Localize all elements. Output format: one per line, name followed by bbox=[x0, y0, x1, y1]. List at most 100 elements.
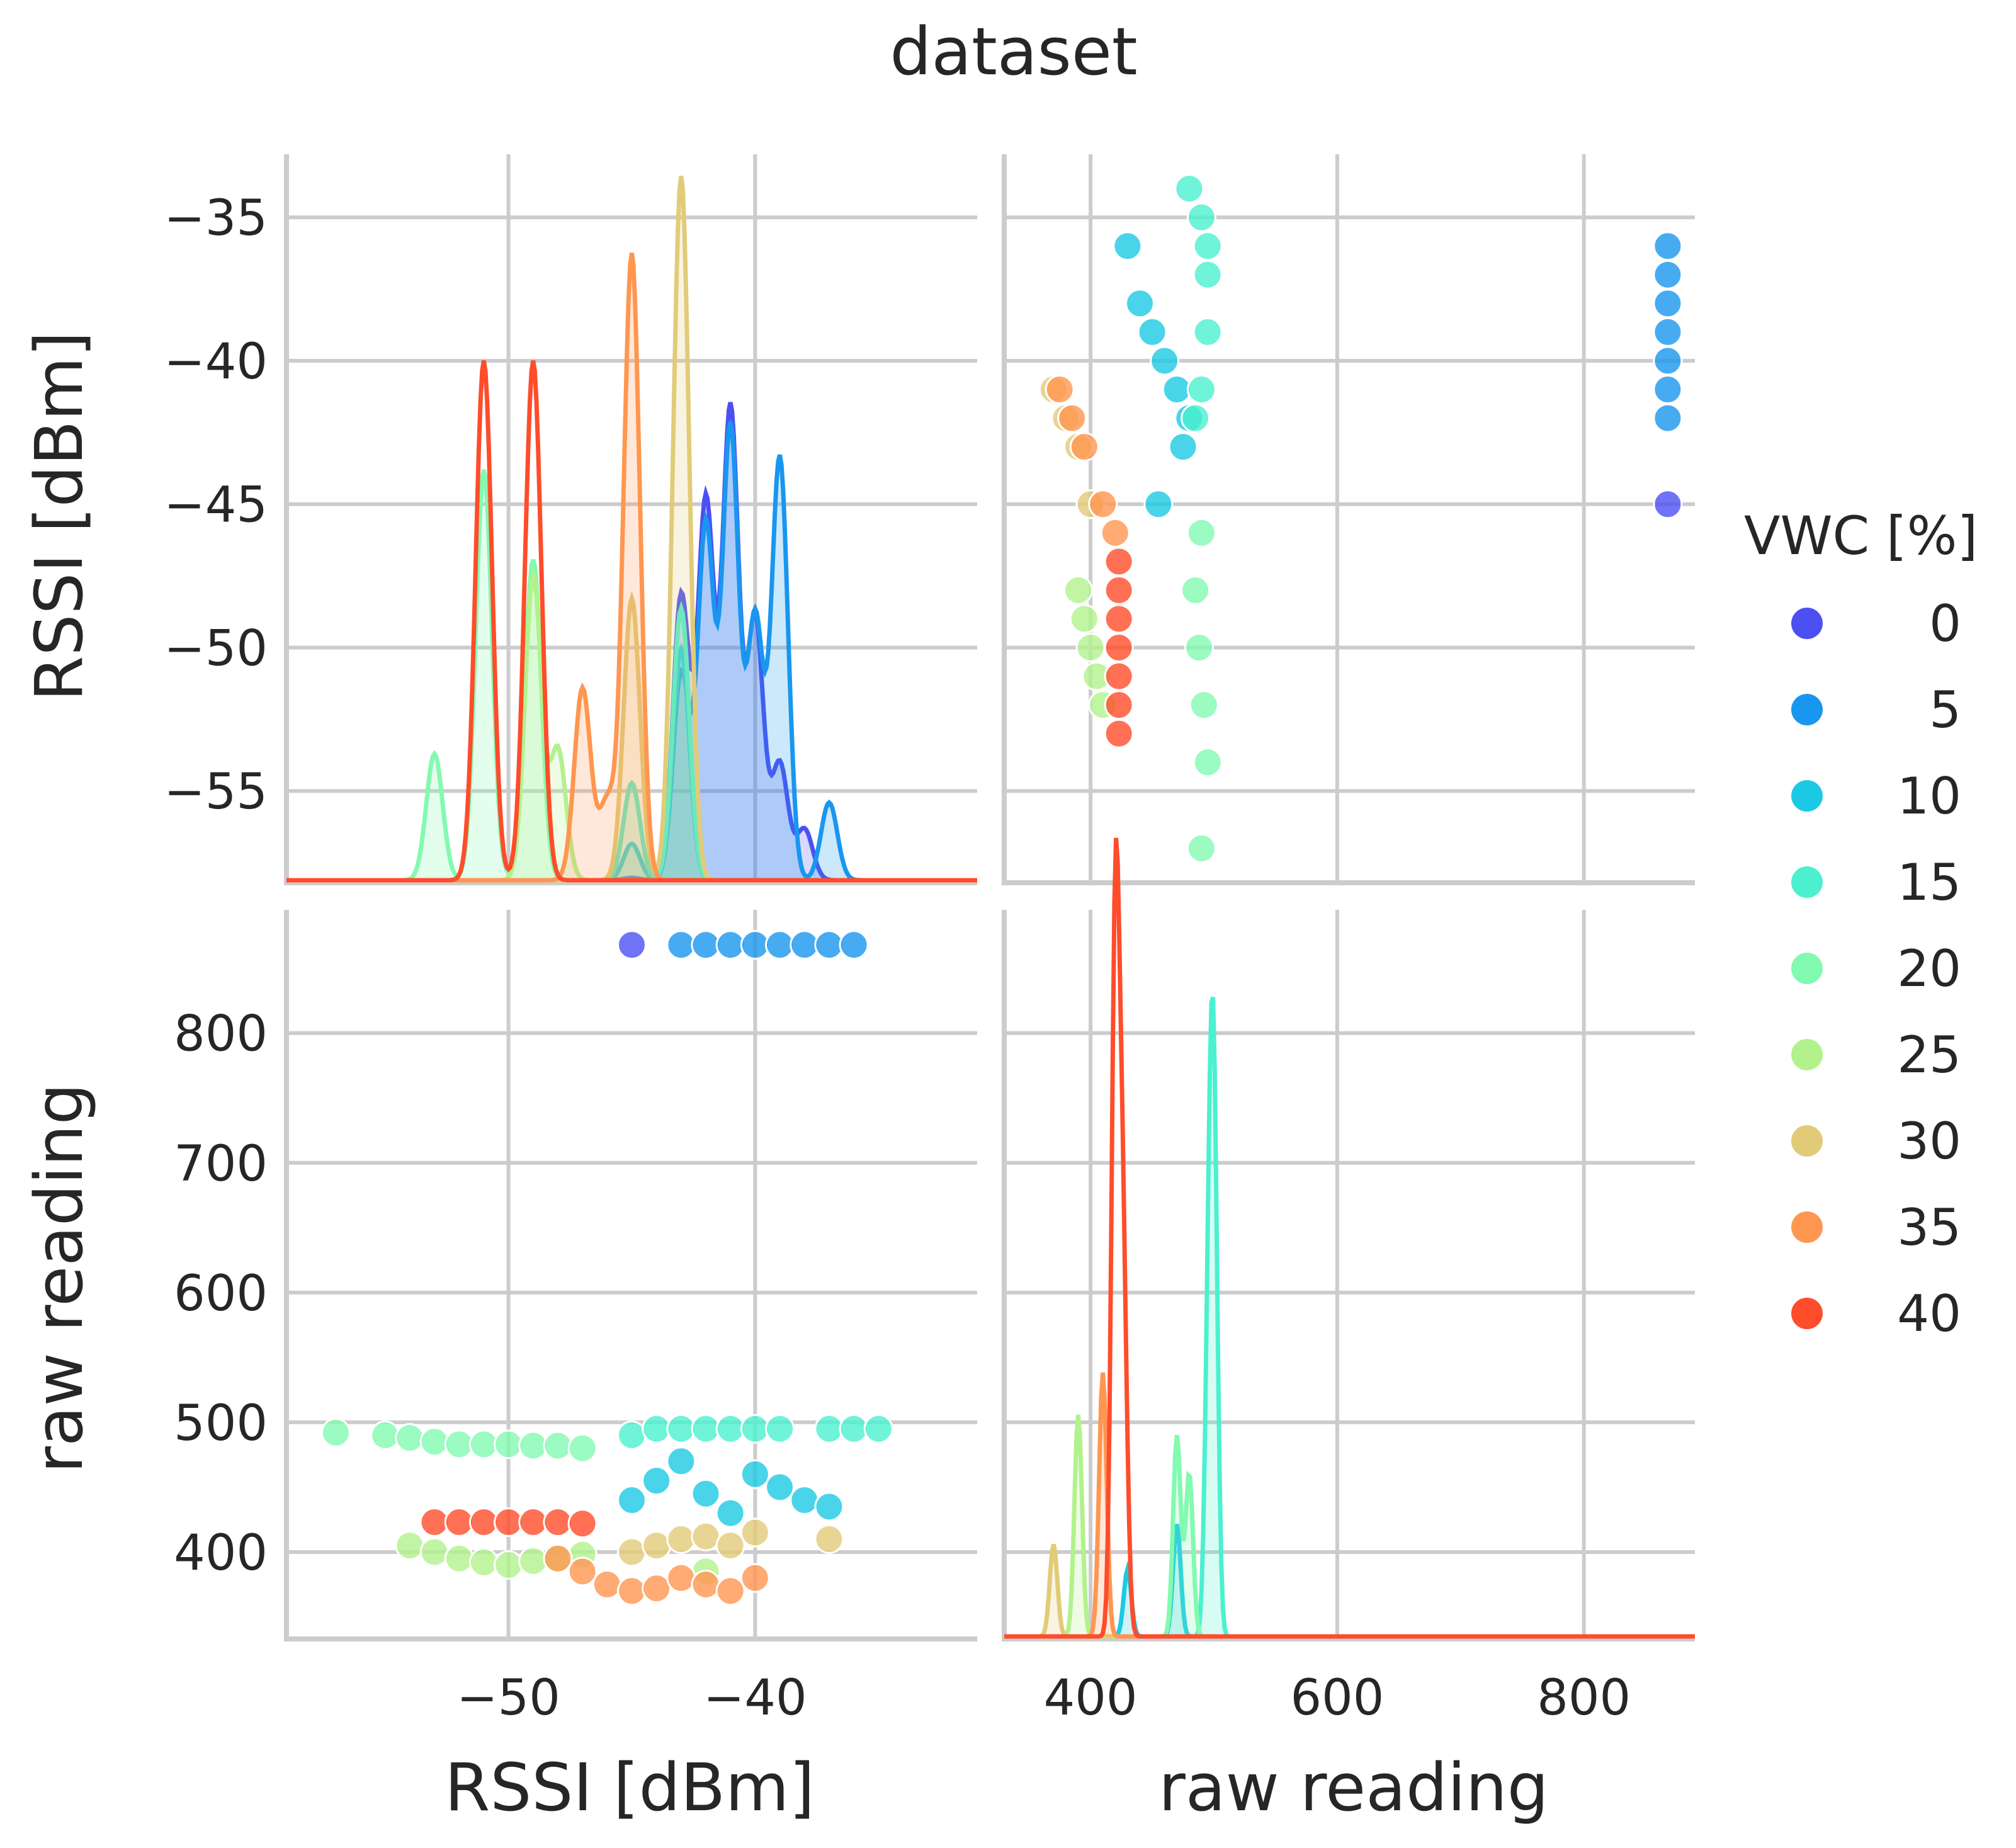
point-rssi-vs-raw-vwc-0 bbox=[1653, 489, 1683, 519]
point-rssi-vs-raw-vwc-20 bbox=[1184, 632, 1215, 662]
point-rssi-vs-raw-vwc-20 bbox=[1186, 833, 1216, 863]
legend-label-5: 5 bbox=[1929, 681, 1961, 739]
point-raw-vs-rssi-vwc-25 bbox=[395, 1531, 425, 1561]
y-axis-label-rssi: RSSI [dBm] bbox=[21, 331, 98, 701]
point-raw-vs-rssi-vwc-20 bbox=[518, 1431, 548, 1461]
legend-label-40: 40 bbox=[1897, 1284, 1961, 1343]
point-rssi-vs-raw-vwc-25 bbox=[1063, 575, 1094, 605]
point-rssi-vs-raw-vwc-20 bbox=[1186, 518, 1216, 548]
kde-raw-40-line bbox=[1004, 837, 1695, 1639]
point-rssi-vs-raw-vwc-5 bbox=[1653, 259, 1683, 290]
panel-raw-vs-rssi: −50 −40 400 500 600 700 800 bbox=[174, 910, 977, 1726]
point-raw-vs-rssi-vwc-5 bbox=[691, 930, 721, 960]
point-rssi-vs-raw-vwc-40 bbox=[1104, 547, 1134, 577]
point-raw-vs-rssi-vwc-20 bbox=[494, 1429, 524, 1460]
tl-y-tick-label: −45 bbox=[164, 477, 268, 534]
chart-title: dataset bbox=[890, 13, 1137, 90]
legend-marker-15 bbox=[1791, 866, 1823, 898]
point-rssi-vs-raw-vwc-5 bbox=[1653, 231, 1683, 261]
legend-marker-0 bbox=[1791, 608, 1823, 639]
point-rssi-vs-raw-vwc-40 bbox=[1104, 604, 1134, 634]
point-raw-vs-rssi-vwc-35 bbox=[567, 1556, 597, 1587]
point-raw-vs-rssi-vwc-20 bbox=[543, 1431, 573, 1461]
panel-rssi-vs-raw bbox=[1002, 154, 1695, 885]
point-raw-vs-rssi-vwc-15 bbox=[740, 1414, 770, 1444]
point-raw-vs-rssi-vwc-10 bbox=[790, 1485, 820, 1516]
point-rssi-vs-raw-vwc-15 bbox=[1186, 202, 1216, 232]
bl-y-tick-label: 400 bbox=[174, 1525, 268, 1582]
point-raw-vs-rssi-vwc-25 bbox=[518, 1546, 548, 1576]
tl-y-tick-label: −50 bbox=[164, 620, 268, 677]
legend-label-25: 25 bbox=[1897, 1026, 1961, 1084]
point-raw-vs-rssi-vwc-15 bbox=[863, 1414, 893, 1444]
point-raw-vs-rssi-vwc-30 bbox=[691, 1521, 721, 1551]
tl-y-tick-label: −35 bbox=[164, 190, 268, 247]
point-rssi-vs-raw-vwc-35 bbox=[1057, 403, 1087, 433]
point-raw-vs-rssi-vwc-35 bbox=[715, 1576, 745, 1606]
point-rssi-vs-raw-vwc-25 bbox=[1069, 604, 1099, 634]
point-raw-vs-rssi-vwc-5 bbox=[839, 930, 869, 960]
point-raw-vs-rssi-vwc-15 bbox=[666, 1414, 696, 1444]
point-raw-vs-rssi-vwc-35 bbox=[666, 1563, 696, 1593]
point-raw-vs-rssi-vwc-10 bbox=[740, 1459, 770, 1489]
legend-marker-40 bbox=[1791, 1298, 1823, 1329]
bl-y-tick-label: 800 bbox=[174, 1006, 268, 1063]
point-raw-vs-rssi-vwc-30 bbox=[642, 1531, 672, 1561]
point-rssi-vs-raw-vwc-10 bbox=[1113, 231, 1143, 261]
point-raw-vs-rssi-vwc-15 bbox=[814, 1414, 844, 1444]
tl-y-tick-label: −55 bbox=[164, 764, 268, 820]
point-rssi-vs-raw-vwc-5 bbox=[1653, 317, 1683, 347]
point-raw-vs-rssi-vwc-10 bbox=[715, 1498, 745, 1528]
point-raw-vs-rssi-vwc-10 bbox=[666, 1446, 696, 1477]
legend: VWC [%] 0 5 10 15 20 25 30 35 40 bbox=[1744, 505, 1978, 1343]
point-rssi-vs-raw-vwc-20 bbox=[1192, 747, 1223, 778]
legend-label-35: 35 bbox=[1897, 1198, 1961, 1257]
point-raw-vs-rssi-vwc-10 bbox=[691, 1478, 721, 1509]
bl-y-tick-label: 500 bbox=[174, 1395, 268, 1452]
point-rssi-vs-raw-vwc-25 bbox=[1075, 632, 1106, 662]
point-rssi-vs-raw-vwc-40 bbox=[1104, 718, 1134, 749]
point-rssi-vs-raw-vwc-5 bbox=[1653, 375, 1683, 405]
panel-raw-kde: 400 600 800 bbox=[1002, 837, 1695, 1726]
panel-rssi-kde: −35 −40 −45 −50 −55 bbox=[164, 154, 977, 885]
point-raw-vs-rssi-vwc-30 bbox=[740, 1517, 770, 1548]
point-raw-vs-rssi-vwc-5 bbox=[765, 930, 795, 960]
kde-raw-20-fill bbox=[1004, 1435, 1695, 1636]
bl-x-tick-label: −50 bbox=[456, 1670, 560, 1726]
point-raw-vs-rssi-vwc-15 bbox=[691, 1414, 721, 1444]
legend-label-15: 15 bbox=[1897, 853, 1961, 912]
point-rssi-vs-raw-vwc-5 bbox=[1653, 288, 1683, 319]
point-rssi-vs-raw-vwc-40 bbox=[1104, 690, 1134, 720]
point-rssi-vs-raw-vwc-15 bbox=[1181, 403, 1211, 433]
point-raw-vs-rssi-vwc-30 bbox=[617, 1537, 647, 1567]
kde-rssi-30-fill bbox=[286, 176, 977, 881]
point-raw-vs-rssi-vwc-35 bbox=[642, 1573, 672, 1604]
kde-raw-25-fill bbox=[1004, 1415, 1695, 1636]
legend-label-10: 10 bbox=[1897, 767, 1961, 825]
point-raw-vs-rssi-vwc-35 bbox=[592, 1569, 622, 1599]
point-rssi-vs-raw-vwc-35 bbox=[1100, 518, 1130, 548]
point-rssi-vs-raw-vwc-20 bbox=[1189, 690, 1219, 720]
point-rssi-vs-raw-vwc-35 bbox=[1088, 489, 1118, 519]
point-raw-vs-rssi-vwc-40 bbox=[567, 1509, 597, 1539]
point-rssi-vs-raw-vwc-15 bbox=[1192, 231, 1223, 261]
kde-rssi-40-line bbox=[286, 360, 977, 883]
point-rssi-vs-raw-vwc-35 bbox=[1069, 432, 1099, 462]
point-raw-vs-rssi-vwc-40 bbox=[419, 1507, 450, 1538]
point-raw-vs-rssi-vwc-10 bbox=[765, 1472, 795, 1502]
legend-marker-30 bbox=[1791, 1125, 1823, 1157]
legend-marker-20 bbox=[1791, 953, 1823, 984]
legend-label-30: 30 bbox=[1897, 1112, 1961, 1171]
point-raw-vs-rssi-vwc-0 bbox=[617, 930, 647, 960]
point-rssi-vs-raw-vwc-10 bbox=[1150, 346, 1180, 376]
point-raw-vs-rssi-vwc-40 bbox=[518, 1507, 548, 1538]
bl-y-tick-label: 600 bbox=[174, 1266, 268, 1322]
y-axis-label-raw: raw reading bbox=[21, 1083, 98, 1473]
point-rssi-vs-raw-vwc-10 bbox=[1137, 317, 1167, 347]
kde-raw-10-fill bbox=[1004, 1524, 1695, 1636]
point-raw-vs-rssi-vwc-5 bbox=[790, 930, 820, 960]
point-raw-vs-rssi-vwc-15 bbox=[642, 1414, 672, 1444]
point-raw-vs-rssi-vwc-20 bbox=[468, 1429, 499, 1460]
point-raw-vs-rssi-vwc-15 bbox=[715, 1414, 745, 1444]
br-x-tick-label: 600 bbox=[1290, 1670, 1384, 1726]
